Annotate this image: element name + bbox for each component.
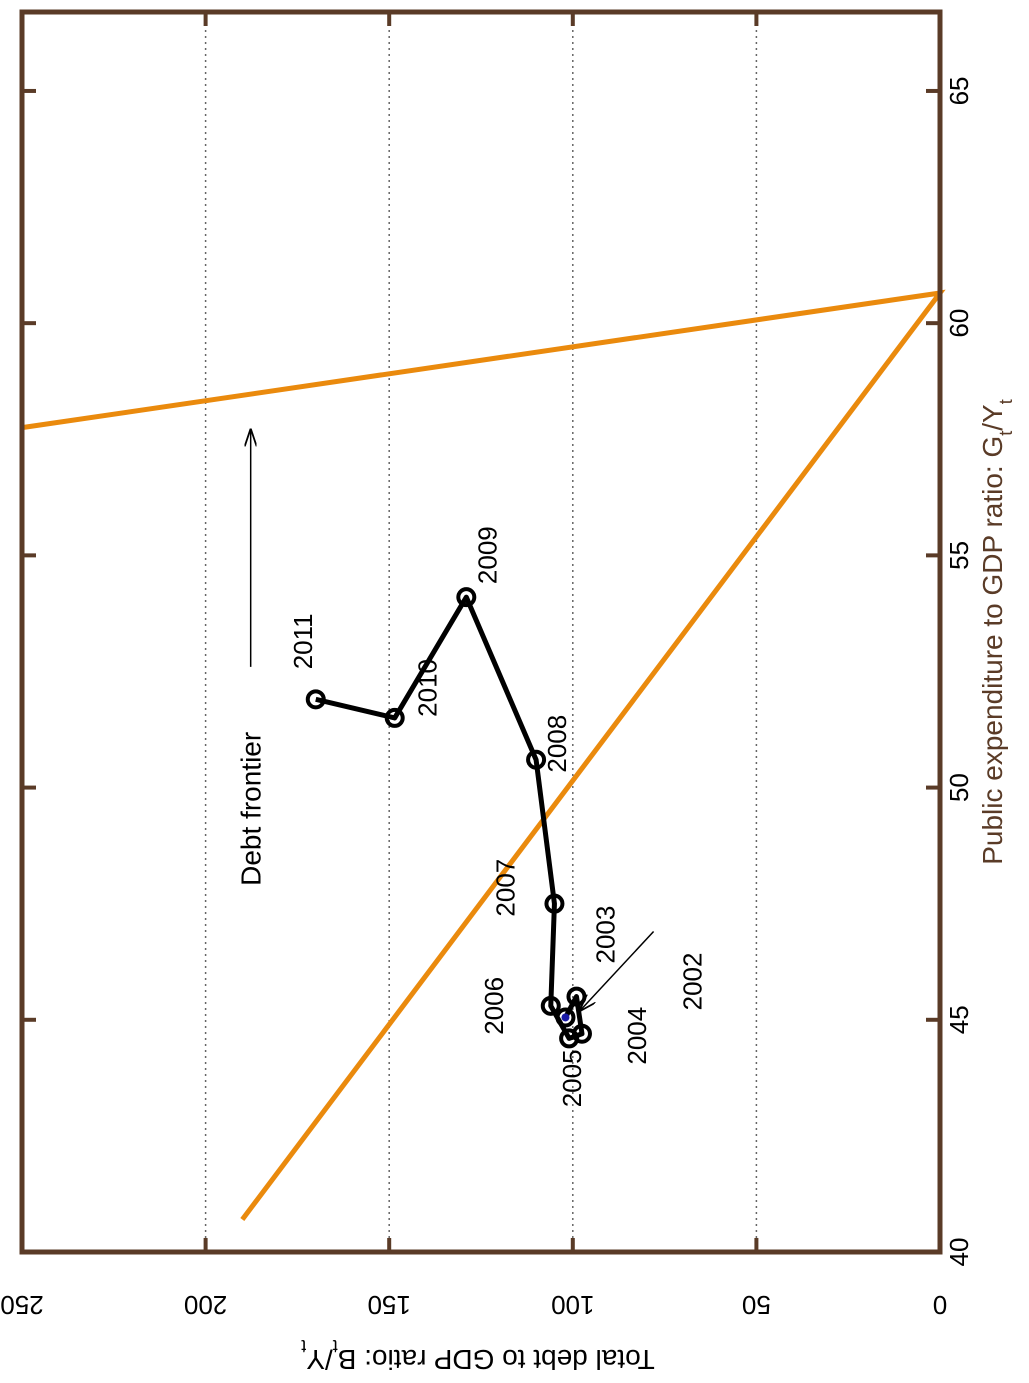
debt-path-line: [315, 594, 585, 1041]
year-label: 2005: [557, 1049, 587, 1107]
x-tick-label: 40: [944, 1238, 974, 1267]
year-marker: [526, 749, 547, 770]
x-tick-label: 65: [944, 76, 974, 105]
debt-axis-title: Total debt to GDP ratio: Bt/Yt: [301, 1336, 654, 1375]
year-marker: [540, 995, 561, 1016]
year-marker: [456, 587, 477, 608]
x-tick-label: 55: [944, 541, 974, 570]
expenditure-axis-title: Public expenditure to GDP ratio: Gt/Yt: [977, 399, 1016, 865]
y-tick-label: 50: [742, 1290, 771, 1320]
start-dot: [561, 1013, 570, 1022]
x-tick-label: 50: [944, 773, 974, 802]
year-label: 2007: [490, 859, 520, 917]
x-tick-label: 60: [944, 309, 974, 338]
year-label: 2002: [677, 953, 707, 1011]
frontier-annotation: Debt frontier: [236, 732, 267, 886]
year-marker: [384, 707, 405, 728]
year-marker: [544, 893, 565, 914]
year-marker: [305, 689, 326, 710]
y-tick-label: 100: [551, 1290, 594, 1320]
y-tick-label: 0: [933, 1290, 947, 1320]
annotation-layer: Debt frontier: [236, 430, 655, 1011]
year-label: 2008: [542, 715, 572, 773]
axes-frame: [19, 9, 943, 1255]
year-label: 2010: [413, 659, 443, 717]
year-label: 2003: [590, 906, 620, 964]
year-label: 2009: [472, 526, 502, 584]
y-tick-label: 200: [184, 1290, 227, 1320]
y-tick-label: 150: [368, 1290, 411, 1320]
expenditure-axis-ticks: 40 45 50 55 60 65: [22, 76, 974, 1266]
debt-axis-ticks: 0 50 100 150 200 250: [0, 12, 947, 1320]
y-tick-label: 250: [0, 1290, 43, 1320]
year-marker: [555, 1007, 576, 1028]
year-label: 2011: [288, 613, 318, 669]
x-tick-label: 45: [944, 1005, 974, 1034]
year-label: 2006: [479, 977, 509, 1035]
start-arrow: [580, 931, 655, 1011]
year-marker: [559, 1028, 580, 1049]
year-label: 2004: [622, 1007, 652, 1065]
